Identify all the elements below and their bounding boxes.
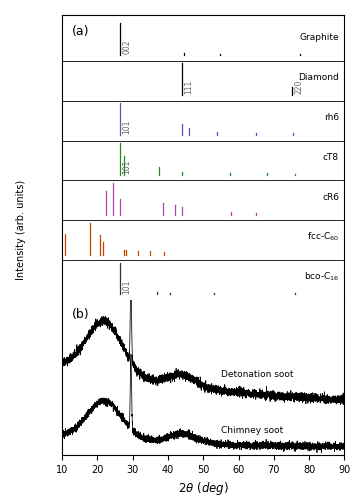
Text: 101: 101: [122, 280, 131, 294]
Text: Detonation soot: Detonation soot: [221, 370, 293, 379]
Text: 111: 111: [184, 80, 193, 94]
Text: 002: 002: [122, 40, 131, 54]
Text: Diamond: Diamond: [298, 73, 339, 82]
Text: Intensity (arb. units): Intensity (arb. units): [16, 180, 26, 280]
Text: rh6: rh6: [324, 112, 339, 122]
Text: cR6: cR6: [322, 192, 339, 202]
Text: Graphite: Graphite: [299, 33, 339, 42]
Text: 220: 220: [295, 80, 304, 94]
Text: fcc-C$_{60}$: fcc-C$_{60}$: [307, 230, 339, 243]
Text: 101: 101: [122, 160, 131, 174]
Text: bco-C$_{16}$: bco-C$_{16}$: [304, 270, 339, 283]
Text: Chimney soot: Chimney soot: [221, 426, 283, 436]
Text: (b): (b): [72, 308, 89, 321]
Text: 101: 101: [122, 120, 131, 134]
X-axis label: $2\theta\ (deg)$: $2\theta\ (deg)$: [178, 480, 229, 498]
Text: cT8: cT8: [323, 152, 339, 162]
Text: (a): (a): [72, 25, 89, 38]
